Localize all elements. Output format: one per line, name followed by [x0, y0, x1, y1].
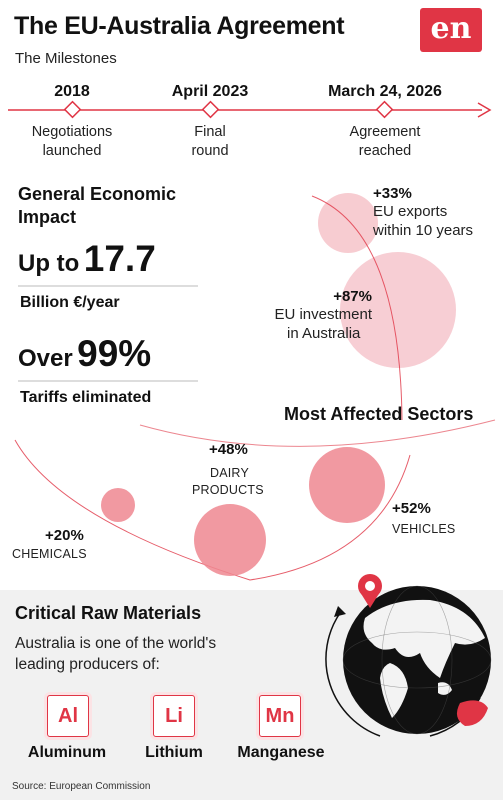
- globe-icon: [325, 574, 492, 737]
- milestone-label-2: Final round: [191, 124, 229, 159]
- sector-arc: [14, 439, 411, 581]
- element-li-badge: Li: [153, 695, 195, 737]
- element-mn-badge: Mn: [259, 695, 301, 737]
- dairy-bubble: [194, 504, 266, 576]
- source-note: Source: European Commission: [12, 781, 151, 792]
- brand-logo: en: [420, 8, 482, 52]
- milestone-date-3: March 24, 2026: [328, 83, 442, 100]
- milestone-marker: [375, 100, 394, 119]
- investment-bubble: [340, 252, 456, 368]
- exports-stat: +33% EU exports within 10 years: [373, 185, 474, 239]
- milestone-marker: [201, 100, 220, 119]
- sector-vehicles: +52%: [392, 500, 431, 517]
- impact-heading: General Economic Impact: [18, 184, 177, 227]
- element-mn-name: Manganese: [237, 744, 325, 761]
- investment-stat: +87% EU investment in Australia: [274, 288, 372, 342]
- milestone-date-1: 2018: [54, 83, 90, 100]
- sector-vehicles-name: VEHICLES: [392, 522, 456, 536]
- vehicles-bubble: [309, 447, 385, 523]
- page-subtitle: The Milestones: [15, 50, 117, 67]
- sector-chemicals-name: CHEMICALS: [12, 547, 87, 561]
- sector-chemicals: +20%: [45, 527, 84, 544]
- divider-arc: [139, 419, 496, 447]
- exports-bubble: [318, 193, 378, 253]
- raw-materials-heading: Critical Raw Materials: [15, 603, 202, 623]
- impact-stat-tariffs-label: Tariffs eliminated: [20, 389, 152, 406]
- sector-dairy: +48%: [209, 441, 248, 458]
- milestone-label-3: Agreement reached: [349, 124, 421, 159]
- map-pin-icon: [358, 574, 382, 608]
- trade-arc: [311, 195, 403, 421]
- impact-stat-gdp: Up to 17.7: [18, 238, 156, 279]
- chemicals-bubble: [101, 488, 135, 522]
- page-title: The EU-Australia Agreement: [14, 12, 345, 40]
- element-li-name: Lithium: [145, 744, 203, 761]
- milestone-label-1: Negotiations launched: [31, 124, 113, 159]
- sector-dairy-name: DAIRY PRODUCTS: [192, 466, 264, 497]
- timeline-arrow-icon: [477, 102, 492, 118]
- milestone-marker: [63, 100, 82, 119]
- milestone-date-2: April 2023: [171, 83, 249, 100]
- sectors-heading: Most Affected Sectors: [284, 404, 474, 424]
- impact-stat-gdp-label: Billion €/year: [20, 294, 120, 311]
- element-al-name: Aluminum: [27, 744, 107, 761]
- impact-stat-tariffs: Over 99%: [18, 333, 152, 374]
- raw-materials-intro: Australia is one of the world's leading …: [15, 635, 217, 673]
- element-al-badge: Al: [47, 695, 89, 737]
